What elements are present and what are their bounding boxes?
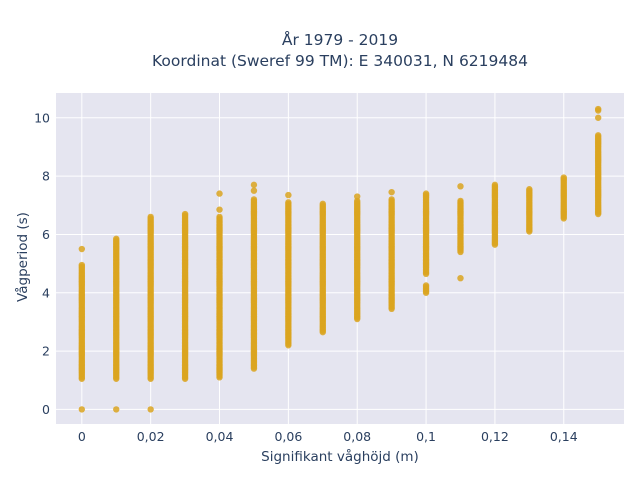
y-tick-label: 0 [42,402,50,417]
x-axis-title: Signifikant våghöjd (m) [261,448,419,465]
data-point [594,105,602,113]
data-point [113,406,120,413]
data-point [216,213,223,221]
y-axis-title: Vågperiod (s) [14,212,31,302]
data-point [78,261,86,269]
y-tick-label: 2 [42,344,50,359]
data-point [457,197,464,205]
data-point [319,200,326,208]
data-point [147,213,154,221]
data-point [388,196,395,203]
data-point [594,132,602,139]
x-axis-ticks: 0 0,02 0,04 0,06 0,08 0,1 0,12 0,14 [78,429,578,444]
data-point [113,235,120,243]
data-point [285,199,292,206]
data-point [250,181,258,189]
chart-subtitle: Koordinat (Sweref 99 TM): E 340031, N 62… [152,52,528,70]
x-tick-label: 0,12 [481,429,509,444]
x-tick-label: 0,06 [274,429,302,444]
data-point [78,406,86,413]
chart-title: År 1979 - 2019 [282,30,398,49]
data-point [526,186,533,193]
y-tick-label: 6 [42,227,50,242]
data-points [78,105,602,413]
data-point [388,188,395,196]
data-point [457,183,464,190]
data-point [78,245,86,253]
data-point [354,193,361,200]
data-point [594,114,602,121]
data-point [216,206,223,213]
plot-background [56,93,624,424]
data-point [181,210,189,218]
data-point [422,190,430,197]
y-tick-label: 4 [42,285,50,300]
data-point [457,274,464,282]
x-tick-label: 0 [78,429,86,444]
data-point [491,181,499,189]
data-point [250,196,258,203]
data-point [250,187,258,194]
data-point [422,282,430,289]
x-tick-label: 0,02 [137,429,165,444]
x-tick-label: 0,08 [343,429,371,444]
x-tick-label: 0,14 [550,429,578,444]
data-point [560,174,567,181]
data-point [285,191,292,199]
x-tick-label: 0,1 [416,429,436,444]
x-tick-label: 0,04 [206,429,234,444]
y-tick-label: 8 [42,169,50,184]
data-point [216,190,223,197]
data-point [354,197,361,205]
y-axis-ticks: 0 2 4 6 8 10 [34,110,50,417]
y-tick-label: 10 [34,110,50,125]
data-point [147,406,154,413]
